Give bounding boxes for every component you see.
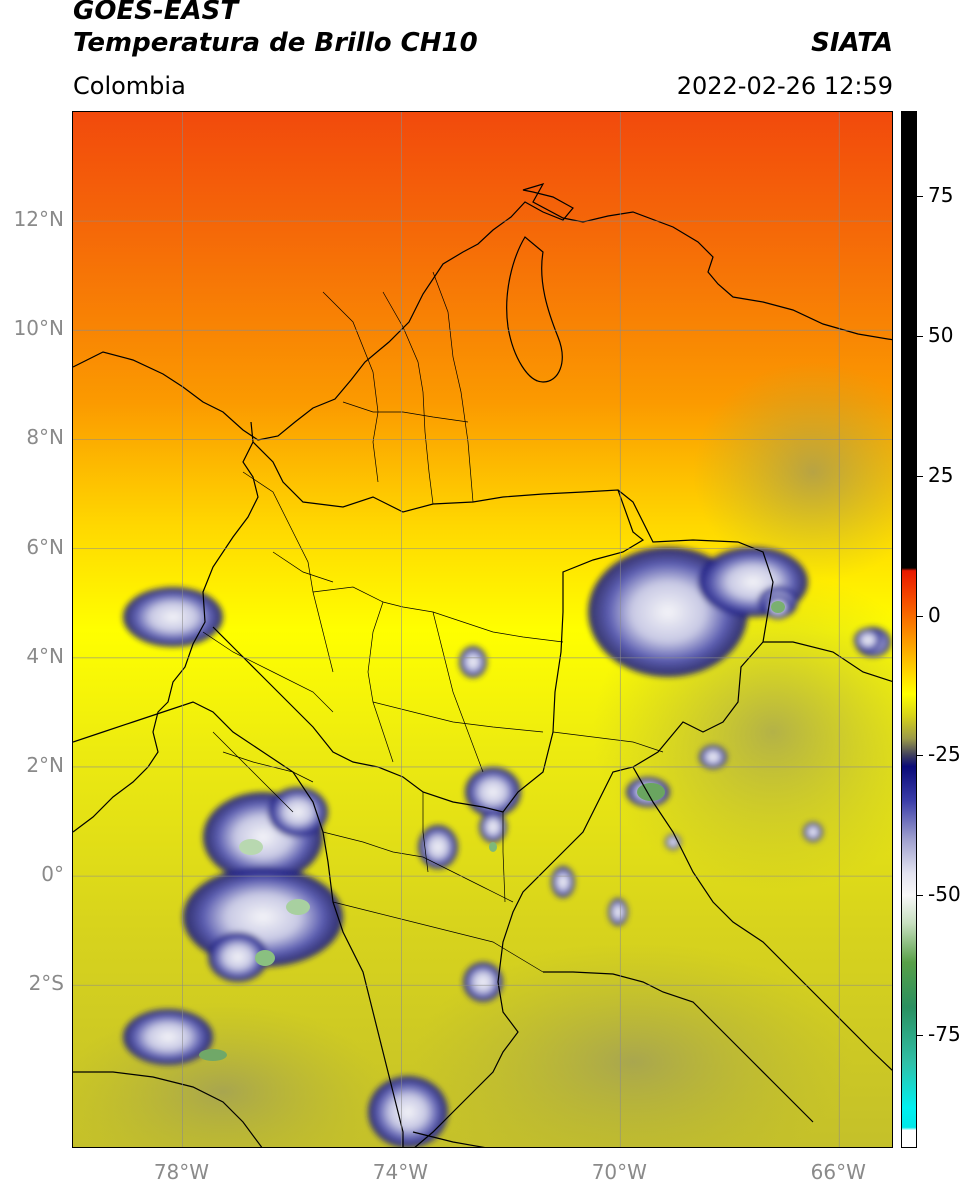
colorbar-tick-label: -50 (928, 882, 961, 907)
department-borders (202, 271, 664, 973)
satellite-title: GOES-EAST (73, 0, 239, 26)
product-title: Temperatura de Brillo CH10 (73, 28, 478, 58)
haze-regions (73, 362, 892, 1147)
graticule (73, 112, 892, 1147)
cold-cores (199, 601, 785, 1061)
colorbar-tick-label: 0 (928, 602, 941, 627)
colorbar-tick-label: -25 (928, 742, 961, 767)
lat-tick-label: 6°N (26, 534, 64, 559)
lat-tick-label: 12°N (13, 207, 64, 232)
colorbar-tick-label: 75 (928, 182, 954, 207)
coastlines-borders (73, 183, 892, 1147)
lat-tick-label: 4°N (26, 643, 64, 668)
colorbar-tick-label: 25 (928, 462, 954, 487)
colorbar (901, 111, 917, 1148)
colorbar-tick (917, 615, 923, 617)
satellite-map[interactable] (72, 111, 893, 1148)
colorbar-tick (917, 195, 923, 197)
colorbar-tick (917, 475, 923, 477)
lat-tick-label: 2°S (28, 971, 64, 996)
colorbar-tick (917, 755, 923, 757)
lon-tick-label: 70°W (591, 1160, 647, 1184)
colorbar-tick (917, 1035, 923, 1037)
lat-tick-label: 8°N (26, 425, 64, 450)
lat-tick-label: 2°N (26, 752, 64, 777)
lon-tick-label: 74°W (372, 1160, 428, 1184)
region-label: Colombia (73, 72, 186, 100)
lon-tick-label: 78°W (153, 1160, 210, 1184)
lat-tick-label: 0° (41, 862, 64, 887)
brightness-temperature-field (73, 112, 892, 1147)
lat-tick-label: 10°N (13, 316, 64, 341)
datetime-label: 2022-02-26 12:59 (676, 72, 893, 100)
agency-label: SIATA (811, 28, 893, 58)
colorbar-ramp (902, 112, 916, 1147)
colorbar-tick-label: -75 (928, 1022, 961, 1047)
colorbar-tick (917, 335, 923, 337)
cloud-cells (123, 547, 891, 1147)
colorbar-tick-label: 50 (928, 322, 954, 347)
colorbar-tick (917, 895, 923, 897)
lon-tick-label: 66°W (810, 1160, 866, 1184)
